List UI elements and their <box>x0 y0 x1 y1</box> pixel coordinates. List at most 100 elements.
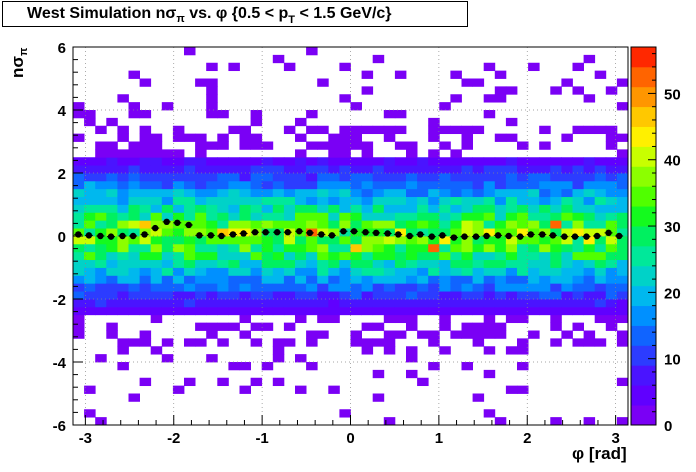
heatmap-cell <box>306 180 318 190</box>
heatmap-cell <box>239 314 251 324</box>
heatmap-cell <box>150 275 163 284</box>
heatmap-cell <box>106 220 118 229</box>
heatmap-cell <box>73 275 85 284</box>
heatmap-cell <box>84 188 96 198</box>
heatmap-cell <box>317 251 329 261</box>
heatmap-cell <box>117 94 129 103</box>
heatmap-cell <box>95 204 107 213</box>
heatmap-cell <box>572 157 584 166</box>
heatmap-cell <box>361 291 374 300</box>
heatmap-cell <box>361 196 374 205</box>
heatmap-cell <box>73 322 85 331</box>
heatmap-cell <box>605 306 618 316</box>
heatmap-cell <box>206 267 218 276</box>
heatmap-cell <box>139 110 152 119</box>
profile-point <box>141 231 148 238</box>
profile-point <box>97 232 104 240</box>
heatmap-cell <box>383 157 396 166</box>
heatmap-cell <box>184 299 196 308</box>
heatmap-cell <box>283 236 296 245</box>
heatmap-cell <box>528 173 540 182</box>
heatmap-cell <box>439 306 451 316</box>
heatmap-cell <box>139 299 152 308</box>
heatmap-cell <box>172 385 185 394</box>
heatmap-cell <box>228 322 240 331</box>
heatmap-cell <box>450 306 462 316</box>
heatmap-cell <box>605 283 618 292</box>
heatmap-cell <box>605 133 618 142</box>
heatmap-cell <box>561 259 573 268</box>
heatmap-cell <box>394 236 407 245</box>
heatmap-cell <box>328 314 340 324</box>
heatmap-cell <box>295 220 307 229</box>
heatmap-cell <box>73 220 85 229</box>
heatmap-cell <box>184 377 196 387</box>
heatmap-cell <box>528 251 540 261</box>
heatmap-cell <box>450 149 462 158</box>
heatmap-cell <box>228 236 240 245</box>
heatmap-cell <box>128 204 140 213</box>
heatmap-cell <box>561 306 573 316</box>
palette-swatch <box>631 66 656 88</box>
title-sigma: σ <box>165 5 177 22</box>
heatmap-cell <box>161 157 174 166</box>
heatmap-cell <box>494 173 507 182</box>
heatmap-cell <box>539 204 551 213</box>
heatmap-cell <box>550 267 562 276</box>
heatmap-cell <box>428 306 440 316</box>
heatmap-cell <box>206 251 218 261</box>
heatmap-cell <box>472 243 485 253</box>
heatmap-cell <box>616 196 629 205</box>
palette-swatch <box>631 186 656 207</box>
heatmap-cell <box>239 212 251 221</box>
heatmap-cell <box>283 259 296 268</box>
heatmap-cell <box>217 165 229 174</box>
heatmap-cell <box>206 180 218 190</box>
heatmap-cell <box>417 251 429 261</box>
heatmap-cell <box>328 180 340 190</box>
heatmap-cell <box>439 259 451 268</box>
heatmap-cell <box>228 196 240 205</box>
heatmap-cell <box>283 188 296 198</box>
heatmap-cell <box>605 86 618 95</box>
z-tick-label: 30 <box>664 219 681 236</box>
heatmap-cell <box>217 236 229 245</box>
heatmap-cell <box>117 196 129 205</box>
heatmap-cell <box>517 157 529 166</box>
heatmap-cell <box>383 180 396 190</box>
heatmap-cell <box>550 188 562 198</box>
heatmap-cell <box>461 291 473 300</box>
heatmap-cell <box>583 165 596 174</box>
heatmap-cell <box>239 385 251 394</box>
heatmap-cell <box>239 291 251 300</box>
palette-swatch <box>631 325 656 346</box>
heatmap-cell <box>150 243 163 253</box>
heatmap-cell <box>250 275 263 284</box>
heatmap-cell <box>283 291 296 300</box>
heatmap-cell <box>572 291 584 300</box>
heatmap-cell <box>361 165 374 174</box>
heatmap-cell <box>328 267 340 276</box>
heatmap-cell <box>439 346 451 355</box>
heatmap-cell <box>428 149 440 158</box>
heatmap-cell <box>295 157 307 166</box>
heatmap-cell <box>306 125 318 135</box>
palette-swatch <box>631 47 656 68</box>
heatmap-cell <box>206 94 218 103</box>
heatmap-cell <box>561 251 573 261</box>
heatmap-cell <box>150 196 163 205</box>
heatmap-cell <box>95 251 107 261</box>
heatmap-cell <box>217 212 229 221</box>
heatmap-cell <box>139 125 152 135</box>
heatmap-cell <box>272 204 285 213</box>
heatmap-cell <box>150 251 163 261</box>
heatmap-cell <box>550 299 562 308</box>
heatmap-cell <box>150 314 163 324</box>
heatmap-cell <box>572 267 584 276</box>
heatmap-cell <box>583 212 596 221</box>
heatmap-cell <box>217 228 229 237</box>
heatmap-cell <box>150 220 163 229</box>
heatmap-cell <box>439 283 451 292</box>
heatmap-cell <box>494 306 507 316</box>
heatmap-cell <box>128 228 140 237</box>
